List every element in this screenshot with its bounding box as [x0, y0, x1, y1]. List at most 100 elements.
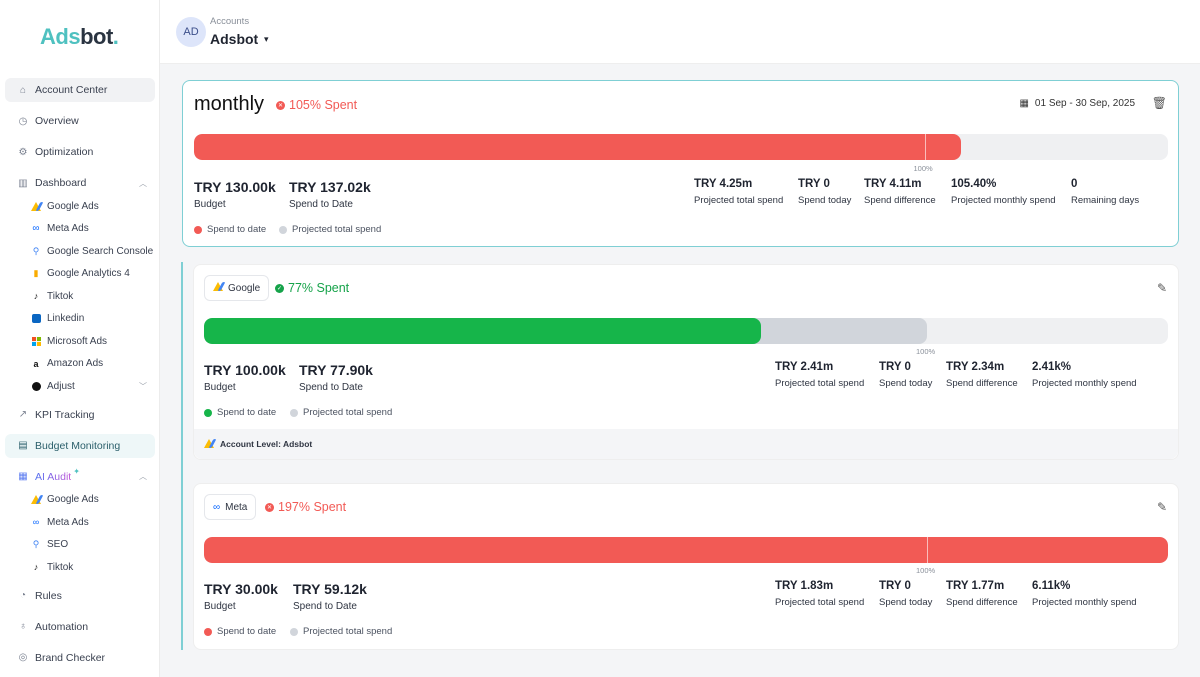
sidebar-item-rules[interactable]: ◔ Rules — [5, 584, 155, 608]
sidebar-item-budget-monitoring[interactable]: ▤ Budget Monitoring — [5, 433, 155, 458]
sidebar-item-overview[interactable]: ◷ Overview — [18, 115, 79, 127]
sidebar-sub-microsoft-ads[interactable]: Microsoft Ads — [5, 330, 155, 353]
sidebar-sub-adjust[interactable]: Adjust ﹀ — [5, 375, 155, 398]
spend-today-label: Spend today — [879, 378, 933, 389]
wallet-icon: ▤ — [18, 440, 28, 451]
monthly-budget-card: monthly ✕ 105% Spent ▦ 01 Sep - 30 Sep, … — [182, 80, 1179, 247]
accounts-label: Accounts — [210, 16, 250, 27]
remaining-days-value: 0 — [1071, 178, 1078, 190]
tiktok-icon: ♪ — [33, 291, 39, 302]
progress-track — [194, 134, 1168, 160]
sidebar-nav: ⌂ Account Center ◷ Overview ⚙ Optimizati… — [5, 78, 155, 670]
spend-progress-bar — [204, 318, 761, 344]
projected-total-value: TRY 1.83m — [775, 580, 834, 592]
sidebar-item-optimization[interactable]: ⚙ Optimization — [18, 146, 94, 158]
budget-title: monthly — [194, 93, 265, 115]
hundred-percent-marker — [927, 537, 928, 563]
legend-dot — [204, 408, 212, 417]
meta-chip: ∞ Meta — [204, 494, 257, 520]
budget-label: Budget — [204, 601, 236, 612]
trash-icon[interactable]: 🗑 — [1151, 96, 1167, 110]
sidebar-item-ai-audit[interactable]: ▦ AI Audit ✦ ︿ — [18, 467, 147, 483]
remaining-days-label: Remaining days — [1071, 195, 1140, 206]
percent-marker-label: 100% — [916, 566, 936, 575]
legend-projected: Projected total spend — [290, 626, 392, 637]
spend-to-date-label: Spend to Date — [289, 199, 353, 210]
chevron-down-icon[interactable]: ﹀ — [139, 381, 147, 391]
meta-icon: ∞ — [32, 223, 40, 235]
spend-to-date-label: Spend to Date — [299, 382, 363, 393]
spend-difference-label: Spend difference — [864, 195, 936, 206]
google-ads-icon — [31, 495, 41, 505]
legend-spend-to-date: Spend to date — [204, 407, 276, 418]
date-range[interactable]: ▦ 01 Sep - 30 Sep, 2025 — [1019, 98, 1135, 109]
chevron-up-icon[interactable]: ︿ — [139, 178, 147, 188]
spend-today-label: Spend today — [798, 195, 852, 206]
spend-today-label: Spend today — [879, 597, 933, 608]
legend-dot — [194, 225, 202, 234]
sidebar-item-automation[interactable]: ♁ Automation — [5, 615, 155, 639]
sidebar-item-brand-checker[interactable]: ◎ Brand Checker — [18, 651, 106, 664]
projected-monthly-value: 2.41k% — [1032, 361, 1072, 373]
sidebar-sub-audit-meta-ads[interactable]: ∞ Meta Ads — [32, 516, 89, 528]
projected-total-value: TRY 4.25m — [694, 178, 753, 190]
chevron-down-icon[interactable]: ▾ — [264, 34, 269, 44]
projected-total-label: Projected total spend — [775, 597, 865, 608]
legend-projected: Projected total spend — [279, 224, 381, 235]
legend-dot — [279, 225, 287, 234]
check-icon: ✓ — [275, 283, 284, 293]
amazon-icon: a — [33, 358, 39, 369]
legend-spend-to-date: Spend to date — [204, 626, 276, 637]
adjust-icon — [31, 381, 41, 391]
spend-difference-label: Spend difference — [946, 597, 1018, 608]
sidebar: Adsbot. ⌂ Account Center ◷ Overview ⚙ Op… — [0, 0, 160, 677]
budget-value: TRY 130.00k — [194, 179, 276, 195]
progress-track — [204, 537, 1168, 563]
gear-icon: ⚙ — [18, 146, 28, 158]
pie-icon: ◔ — [19, 590, 27, 601]
sparkle-icon: ✦ — [73, 467, 80, 476]
sidebar-sub-audit-tiktok[interactable]: ♪ Tiktok — [5, 556, 155, 579]
spent-status: ✕ 197% Spent — [265, 500, 347, 514]
spend-today-value: TRY 0 — [879, 580, 911, 592]
legend-spend-to-date: Spend to date — [194, 224, 266, 235]
projected-monthly-value: 105.40% — [951, 178, 997, 190]
spend-to-date-value: TRY 59.12k — [293, 581, 367, 597]
sidebar-item-dashboard[interactable]: ▥ Dashboard ︿ — [18, 177, 147, 189]
analytics-icon: ▮ — [33, 268, 39, 279]
legend-dot — [290, 408, 298, 417]
sidebar-item-kpi-tracking[interactable]: ↗ KPI Tracking — [18, 408, 95, 421]
account-selector[interactable]: Adsbot — [210, 31, 259, 47]
spend-progress-bar — [194, 134, 962, 160]
sidebar-sub-google-analytics[interactable]: ▮ Google Analytics 4 — [5, 263, 155, 286]
sidebar-item-account-center[interactable]: ⌂ Account Center — [5, 78, 155, 102]
google-chip: Google — [204, 275, 270, 301]
ai-audit-icon: ▦ — [18, 471, 28, 482]
projected-total-label: Projected total spend — [775, 378, 865, 389]
sidebar-sub-audit-google-ads[interactable]: Google Ads — [5, 489, 155, 512]
sidebar-sub-amazon-ads[interactable]: a Amazon Ads — [5, 353, 155, 376]
spend-progress-bar — [204, 537, 1168, 563]
sidebar-sub-google-search-console[interactable]: ⚲ Google Search Console — [32, 245, 154, 257]
meta-budget-card: ∞ Meta ✕ 197% Spent ✎ 100% TRY 30.00k Bu… — [193, 483, 1179, 650]
alert-icon: ✕ — [276, 100, 285, 110]
sidebar-sub-audit-seo[interactable]: ⚲ SEO — [32, 539, 69, 551]
edit-icon[interactable]: ✎ — [1156, 500, 1167, 514]
meta-icon: ∞ — [213, 501, 221, 513]
spent-status: ✓ 77% Spent — [275, 281, 350, 295]
spend-to-date-value: TRY 77.90k — [299, 362, 373, 378]
edit-icon[interactable]: ✎ — [1156, 281, 1167, 295]
sidebar-sub-tiktok[interactable]: ♪ Tiktok — [5, 285, 155, 308]
sidebar-sub-google-ads[interactable]: Google Ads — [5, 195, 155, 218]
chevron-up-icon[interactable]: ︿ — [139, 472, 147, 481]
spend-difference-label: Spend difference — [946, 378, 1018, 389]
avatar[interactable]: AD — [176, 17, 206, 47]
gauge-icon: ◷ — [18, 115, 28, 127]
sidebar-sub-meta-ads[interactable]: ∞ Meta Ads — [32, 223, 89, 235]
search-console-icon: ⚲ — [32, 245, 40, 256]
spend-to-date-value: TRY 137.02k — [289, 179, 371, 195]
sidebar-sub-linkedin[interactable]: Linkedin — [5, 308, 155, 331]
alert-icon: ✕ — [265, 502, 274, 512]
adsbot-logo[interactable]: Adsbot. — [40, 24, 119, 49]
hundred-percent-marker — [924, 134, 926, 160]
